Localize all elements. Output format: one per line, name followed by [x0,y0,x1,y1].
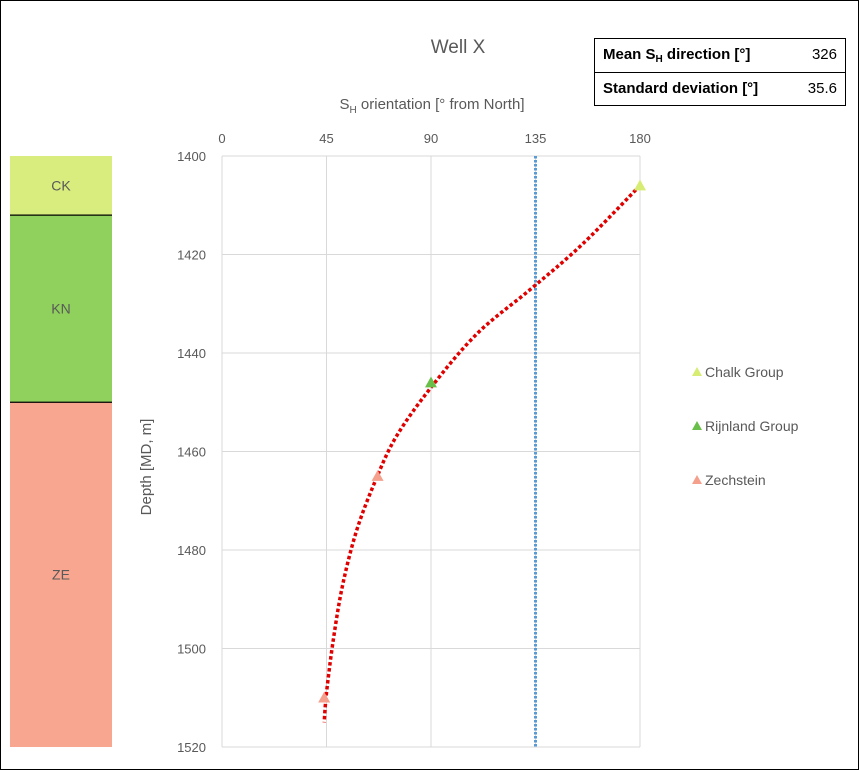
formation-column: CK KN ZE [10,156,112,747]
formation-label: CK [51,178,71,194]
legend-marker [692,421,702,430]
legend-marker [692,367,702,376]
statistics-box: Mean SH direction [°] 326 Standard devia… [594,38,846,106]
x-axis-ticks: 0 45 90 135 180 [218,131,650,146]
formation-band [10,215,112,403]
stats-std-label: Standard deviation [°] [603,80,759,97]
x-tick-label: 90 [424,131,438,146]
data-point-marker [318,691,331,703]
trend-line-group [322,184,642,723]
chart-title: Well X [431,37,486,58]
formation-label: ZE [52,567,70,583]
y-tick-label: 1420 [177,248,206,263]
x-tick-label: 0 [218,131,225,146]
data-point-marker [634,179,646,191]
formation-band [10,402,112,747]
y-tick-label: 1520 [177,740,206,755]
y-tick-label: 1400 [177,149,206,164]
formation-band [10,156,112,216]
legend: Chalk Group Rijnland Group Zechstein [692,364,799,488]
data-point-marker [425,376,437,388]
y-tick-label: 1460 [177,445,206,460]
legend-label: Rijnland Group [705,418,799,434]
stats-mean-label: Mean SH direction [°] [603,46,751,65]
data-point-marker [371,470,384,481]
y-axis-label: Depth [MD, m] [138,419,155,516]
legend-marker [692,475,702,484]
grid-lines [221,155,641,748]
x-tick-label: 135 [525,131,547,146]
y-tick-label: 1480 [177,543,206,558]
stats-row-std: Standard deviation [°] 35.6 [595,72,845,105]
data-points [318,179,646,703]
stats-mean-value: 326 [811,46,837,63]
legend-label: Zechstein [705,472,766,488]
x-axis-label: SH orientation [° from North] [340,96,525,116]
trend-line [322,184,642,723]
legend-label: Chalk Group [705,364,784,380]
stats-std-value: 35.6 [807,80,837,97]
y-axis-ticks: 1400 1420 1440 1460 1480 1500 1520 [177,149,206,755]
y-tick-label: 1500 [177,642,206,657]
x-tick-label: 180 [629,131,651,146]
x-tick-label: 45 [319,131,333,146]
y-tick-label: 1440 [177,346,206,361]
stats-row-mean: Mean SH direction [°] 326 [595,39,845,71]
formation-label: KN [51,301,70,317]
